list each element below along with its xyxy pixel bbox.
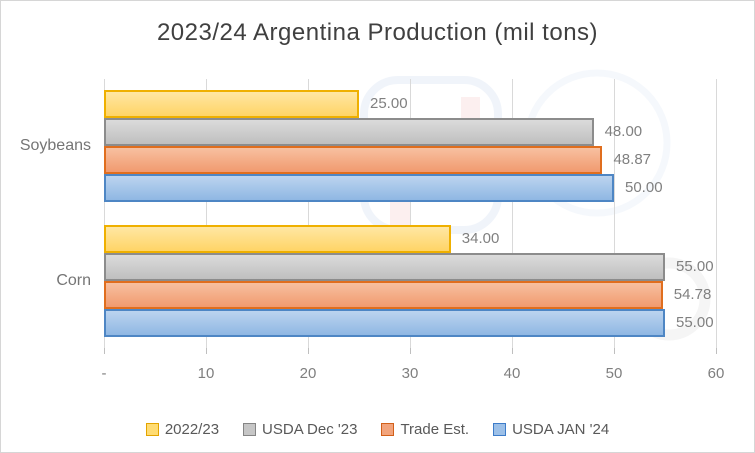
legend-item-3: USDA JAN '24 bbox=[493, 421, 609, 438]
gridline bbox=[206, 79, 207, 348]
bar-corn-series-1 bbox=[104, 252, 665, 281]
gridline bbox=[308, 79, 309, 348]
x-axis-tick-label: 50 bbox=[605, 365, 623, 382]
x-axis-tick bbox=[308, 348, 309, 354]
value-label: 55.00 bbox=[676, 257, 714, 275]
x-axis-tick-label: 30 bbox=[401, 365, 419, 382]
legend-item-0: 2022/23 bbox=[145, 421, 220, 438]
legend-item-2: Trade Est. bbox=[381, 421, 469, 438]
x-axis-tick-label: 20 bbox=[299, 365, 317, 382]
legend-label: 2022/23 bbox=[164, 421, 220, 438]
gridline bbox=[410, 79, 411, 348]
x-axis-tick bbox=[614, 348, 615, 354]
x-axis-tick bbox=[716, 348, 717, 354]
category-label: Corn bbox=[56, 271, 91, 289]
x-axis-tick-label: 40 bbox=[503, 365, 521, 382]
value-label: 34.00 bbox=[461, 229, 500, 247]
legend-label: USDA Dec '23 bbox=[262, 421, 358, 438]
legend-label: Trade Est. bbox=[400, 421, 470, 438]
gridline bbox=[512, 79, 513, 348]
gridline bbox=[716, 79, 717, 348]
bar-corn-series-2 bbox=[104, 280, 663, 309]
legend-swatch-icon bbox=[145, 423, 159, 436]
legend: 2022/23 USDA Dec '23 Trade Est. USDA JAN '2… bbox=[1, 421, 754, 438]
bar-soybeans-series-1 bbox=[104, 118, 594, 147]
bar-soybeans-series-0 bbox=[104, 90, 359, 119]
x-axis-tick-label: - bbox=[101, 365, 107, 382]
value-label: 50.00 bbox=[625, 179, 663, 197]
legend-swatch-icon bbox=[381, 423, 395, 436]
bar-corn-series-3 bbox=[104, 308, 665, 337]
bar-soybeans-series-3 bbox=[104, 174, 614, 203]
x-axis-tick bbox=[410, 348, 411, 354]
bar-corn-series-0 bbox=[104, 224, 451, 253]
category-label: Soybeans bbox=[19, 137, 91, 155]
x-axis-tick-label: 60 bbox=[707, 365, 725, 382]
value-label: 54.78 bbox=[673, 285, 712, 303]
value-label: 48.00 bbox=[604, 123, 643, 141]
bar-soybeans-series-2 bbox=[104, 146, 603, 175]
legend-item-1: USDA Dec '23 bbox=[243, 421, 357, 438]
chart-title: 2023/24 Argentina Production (mil tons) bbox=[156, 19, 599, 46]
value-label: 55.00 bbox=[676, 313, 714, 331]
x-axis-tick bbox=[206, 348, 207, 354]
legend-label: USDA JAN '24 bbox=[512, 421, 610, 438]
value-label: 25.00 bbox=[370, 95, 408, 113]
legend-swatch-icon bbox=[243, 423, 257, 436]
x-axis-tick-label: 10 bbox=[197, 365, 215, 382]
value-label: 48.87 bbox=[613, 151, 652, 169]
x-axis-tick bbox=[512, 348, 513, 354]
legend-swatch-icon bbox=[493, 423, 507, 436]
gridline bbox=[614, 79, 615, 348]
x-axis-tick bbox=[104, 348, 105, 354]
gridline bbox=[104, 79, 105, 348]
